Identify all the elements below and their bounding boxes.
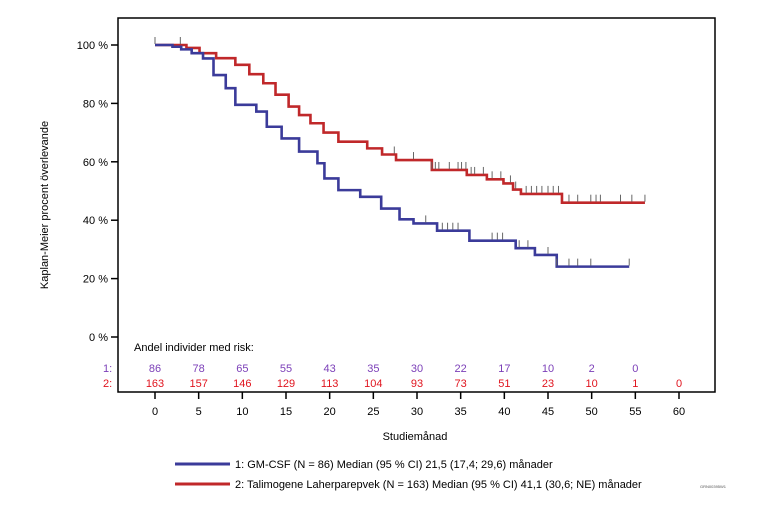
- x-tick-label: 55: [629, 406, 641, 418]
- x-tick-label: 25: [367, 406, 379, 418]
- risk-value: 43: [324, 363, 336, 375]
- x-tick-label: 0: [152, 406, 158, 418]
- risk-value: 0: [676, 378, 682, 390]
- risk-value: 157: [189, 378, 207, 390]
- y-tick-label: 100 %: [77, 40, 108, 52]
- y-axis: 0 % 20 % 40 % 60 % 80 % 100 %: [77, 40, 118, 344]
- x-tick-label: 10: [236, 406, 248, 418]
- y-tick-label: 0 %: [89, 332, 108, 344]
- y-tick-label: 60 %: [83, 157, 108, 169]
- y-tick-label: 80 %: [83, 98, 108, 110]
- risk-value: 163: [146, 378, 164, 390]
- x-axis-label: Studiemånad: [383, 431, 448, 443]
- risk-value: 86: [149, 363, 161, 375]
- risk-value: 113: [321, 378, 339, 390]
- footnote-code: GRN00395W1: [700, 484, 727, 489]
- risk-value: 23: [542, 378, 554, 390]
- risk-value: 35: [367, 363, 379, 375]
- risk-table-title: Andel individer med risk:: [134, 342, 254, 354]
- risk-value: 129: [277, 378, 295, 390]
- x-tick-label: 35: [455, 406, 467, 418]
- risk-value: 93: [411, 378, 423, 390]
- risk-value: 51: [498, 378, 510, 390]
- y-tick-label: 20 %: [83, 274, 108, 286]
- risk-value: 73: [455, 378, 467, 390]
- risk-value: 55: [280, 363, 292, 375]
- x-axis: 0 5 10 15 20 25 30 35 40 45 50 55 60: [152, 392, 685, 418]
- x-tick-label: 50: [586, 406, 598, 418]
- risk-value: 65: [236, 363, 248, 375]
- legend-label-1: 1: GM-CSF (N = 86) Median (95 % CI) 21,5…: [235, 459, 553, 471]
- x-tick-label: 30: [411, 406, 423, 418]
- risk-value: 10: [586, 378, 598, 390]
- x-tick-label: 60: [673, 406, 685, 418]
- risk-value: 104: [364, 378, 382, 390]
- km-curve-1: [155, 43, 630, 268]
- risk-value: 2: [589, 363, 595, 375]
- legend-label-2: 2: Talimogene Laherparepvek (N = 163) Me…: [235, 479, 642, 491]
- risk-value: 1: [632, 378, 638, 390]
- km-curve-2: [155, 43, 645, 204]
- risk-value: 146: [233, 378, 251, 390]
- risk-row-label: 1:: [103, 363, 112, 375]
- x-tick-label: 45: [542, 406, 554, 418]
- risk-value: 78: [193, 363, 205, 375]
- plot-frame: [117, 17, 716, 393]
- y-axis-label: Kaplan-Meier procent överlevande: [39, 121, 51, 289]
- risk-table: 1: 86 78 65 55 43 35 30 22 17 10 2 02: 163 157 146 129 11…: [103, 363, 682, 390]
- risk-value: 30: [411, 363, 423, 375]
- y-tick-label: 40 %: [83, 215, 108, 227]
- risk-value: 10: [542, 363, 554, 375]
- x-tick-label: 15: [280, 406, 292, 418]
- risk-value: 22: [455, 363, 467, 375]
- risk-value: 17: [498, 363, 510, 375]
- x-tick-label: 5: [196, 406, 202, 418]
- legend: 1: GM-CSF (N = 86) Median (95 % CI) 21,5…: [175, 459, 642, 491]
- risk-value: 0: [632, 363, 638, 375]
- x-tick-label: 40: [498, 406, 510, 418]
- x-tick-label: 20: [324, 406, 336, 418]
- risk-row-label: 2:: [103, 378, 112, 390]
- series-group: [154, 37, 646, 268]
